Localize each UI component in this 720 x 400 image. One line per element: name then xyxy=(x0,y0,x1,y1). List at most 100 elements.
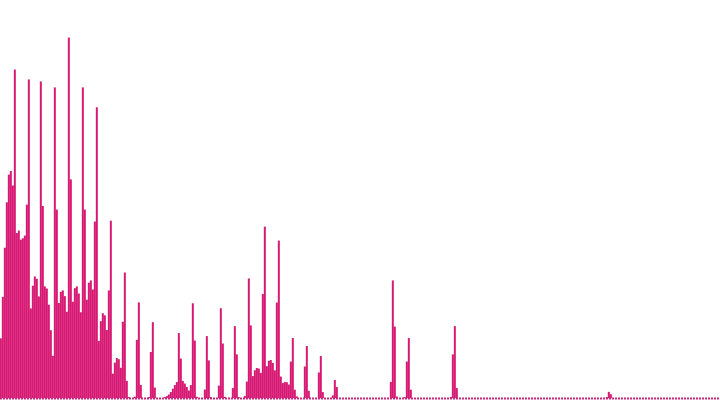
bar xyxy=(255,367,258,399)
bar xyxy=(321,392,324,399)
bar xyxy=(109,220,112,399)
bar xyxy=(125,380,128,399)
bar xyxy=(71,301,74,399)
bar xyxy=(203,389,206,399)
bar xyxy=(115,358,118,399)
bar xyxy=(119,367,122,399)
bar xyxy=(173,385,176,399)
bar xyxy=(9,170,12,399)
bar xyxy=(103,315,106,399)
bar xyxy=(43,286,46,399)
bar xyxy=(305,346,308,399)
bar xyxy=(53,87,56,399)
bar xyxy=(61,290,64,399)
bar xyxy=(45,288,48,399)
bar xyxy=(391,280,394,399)
bars-layer xyxy=(0,37,612,399)
bar xyxy=(261,294,264,399)
bar xyxy=(123,272,126,399)
bar xyxy=(113,362,116,399)
bar xyxy=(139,384,142,399)
bar xyxy=(187,390,190,399)
bar xyxy=(307,390,310,399)
bar xyxy=(189,385,192,399)
bar xyxy=(177,333,180,399)
bar xyxy=(231,388,234,399)
bar xyxy=(85,299,88,399)
bar xyxy=(263,226,266,399)
bar xyxy=(295,396,298,399)
bar xyxy=(11,185,14,399)
bar xyxy=(281,383,284,399)
bar xyxy=(105,330,108,399)
bar xyxy=(265,366,268,399)
bar xyxy=(185,386,188,399)
bar xyxy=(257,368,260,399)
bar xyxy=(273,370,276,399)
bar xyxy=(149,351,152,399)
bar xyxy=(233,326,236,399)
bar xyxy=(279,376,282,399)
bar xyxy=(207,360,210,399)
bar xyxy=(21,238,24,399)
bar xyxy=(1,296,4,399)
bar xyxy=(49,330,52,399)
bar xyxy=(99,321,102,399)
bar xyxy=(609,394,612,399)
bar xyxy=(293,389,296,399)
bar xyxy=(75,286,78,399)
bar xyxy=(607,391,610,399)
bar xyxy=(63,296,66,399)
bar xyxy=(245,381,248,399)
bar xyxy=(5,202,8,399)
bar xyxy=(179,358,182,399)
bar xyxy=(47,304,50,399)
bar xyxy=(101,313,104,399)
bar xyxy=(283,381,286,399)
bar xyxy=(183,383,186,399)
bar xyxy=(151,322,154,399)
bar xyxy=(69,179,72,399)
bar xyxy=(267,360,270,399)
bar xyxy=(335,386,338,399)
bar xyxy=(167,394,170,399)
bar xyxy=(23,235,26,399)
bar xyxy=(453,326,456,399)
bar xyxy=(405,361,408,399)
bar xyxy=(269,360,272,399)
bar xyxy=(89,280,92,399)
bar xyxy=(333,379,336,399)
bar xyxy=(171,388,174,399)
bar xyxy=(37,296,40,399)
bar xyxy=(291,338,294,399)
bar xyxy=(285,382,288,399)
bar xyxy=(153,387,156,399)
bar xyxy=(135,339,138,399)
bar xyxy=(389,381,392,399)
bar xyxy=(289,361,292,399)
bar xyxy=(217,385,220,399)
bar xyxy=(27,79,30,399)
bar xyxy=(451,354,454,399)
bar xyxy=(331,395,334,399)
bar xyxy=(91,289,94,399)
bar xyxy=(219,308,222,399)
bar xyxy=(275,302,278,399)
bar xyxy=(39,81,42,399)
bar xyxy=(25,204,28,399)
bar xyxy=(15,232,18,399)
bar xyxy=(251,376,254,399)
bar xyxy=(51,355,54,399)
bar xyxy=(19,239,22,399)
bar xyxy=(175,382,178,399)
bar xyxy=(221,343,224,399)
bar xyxy=(181,380,184,399)
bar xyxy=(17,230,20,399)
bar xyxy=(97,340,100,399)
bar xyxy=(81,87,84,399)
bar xyxy=(13,69,16,399)
bar xyxy=(111,373,114,399)
bar xyxy=(303,366,306,399)
bar xyxy=(271,362,274,399)
